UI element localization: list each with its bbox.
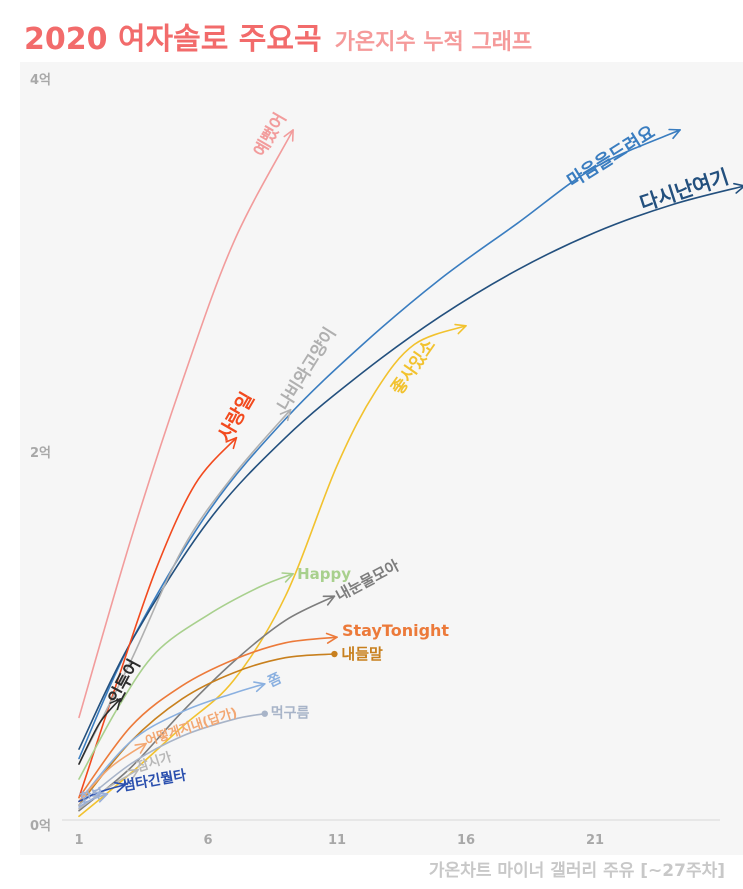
series-line	[78, 698, 122, 765]
series-end-dot	[261, 710, 268, 717]
series-arrowhead	[134, 742, 147, 754]
plot-background	[20, 62, 743, 855]
series-line	[78, 436, 238, 799]
series-line	[78, 712, 266, 806]
x-tick-label: 1	[74, 833, 83, 848]
series-line	[78, 636, 338, 799]
series-3	[78, 182, 743, 750]
series-line	[78, 793, 109, 808]
series-arrowhead	[253, 681, 266, 693]
series-arrowhead	[283, 129, 294, 142]
x-tick-label: 6	[203, 833, 212, 848]
series-line	[78, 683, 266, 803]
series-9	[78, 698, 122, 765]
series-arrowhead	[322, 595, 336, 606]
series-7	[78, 572, 294, 780]
x-tick-label: 16	[457, 833, 475, 848]
series-12	[78, 681, 266, 803]
series-line	[78, 573, 294, 780]
series-line	[78, 742, 147, 803]
series-5	[78, 408, 292, 765]
series-line	[78, 768, 140, 810]
series-arrowhead	[109, 698, 122, 711]
series-arrowhead	[113, 781, 127, 793]
series-6	[78, 323, 467, 818]
series-10	[78, 632, 338, 799]
series-label: 한부	[78, 785, 105, 807]
series-lines	[78, 128, 743, 818]
series-line	[78, 129, 294, 719]
series-line	[78, 185, 743, 750]
series-label: 먹구름	[271, 705, 310, 722]
series-line	[78, 325, 467, 818]
series-15	[78, 768, 140, 810]
y-tick-label: 2억	[30, 446, 51, 461]
series-arrowhead	[225, 436, 238, 450]
series-arrowhead	[668, 128, 681, 140]
series-line	[78, 129, 681, 760]
series-14	[78, 742, 147, 803]
series-line	[78, 408, 292, 765]
y-tick-label: 0억	[30, 819, 51, 834]
x-tick-label: 21	[586, 833, 604, 848]
series-arrowhead	[325, 632, 338, 644]
series-line	[78, 783, 127, 803]
series-end-dot	[331, 650, 338, 658]
series-17	[78, 792, 109, 808]
series-label: StayTonight	[342, 621, 449, 640]
series-line	[78, 595, 336, 812]
series-2	[78, 128, 681, 760]
chart-title-main: 2020 여자솔로 주요곡	[24, 22, 322, 57]
series-13	[78, 710, 268, 806]
series-label: 쫌	[266, 671, 285, 691]
series-label: 내들말	[341, 645, 383, 663]
chart-title: 2020 여자솔로 주요곡 가온지수 누적 그래프	[24, 14, 532, 58]
x-tick-label: 11	[328, 833, 346, 848]
series-arrowhead	[95, 792, 109, 803]
series-arrowhead	[281, 572, 294, 583]
series-label: Happy	[297, 565, 351, 583]
series-line	[78, 653, 336, 806]
series-arrowhead	[454, 323, 467, 335]
series-arrowhead	[126, 768, 140, 780]
series-16	[78, 781, 127, 803]
chart-caption: 가온차트 마이너 갤러리 주유 [~27주차]	[428, 861, 725, 881]
y-tick-label: 4억	[30, 73, 51, 88]
chart-title-sub: 가온지수 누적 그래프	[334, 30, 533, 55]
series-1	[78, 129, 294, 719]
series-arrowhead	[733, 182, 743, 194]
series-4	[78, 436, 238, 799]
series-8	[78, 595, 336, 812]
series-arrowhead	[279, 408, 292, 422]
series-11	[78, 650, 338, 806]
